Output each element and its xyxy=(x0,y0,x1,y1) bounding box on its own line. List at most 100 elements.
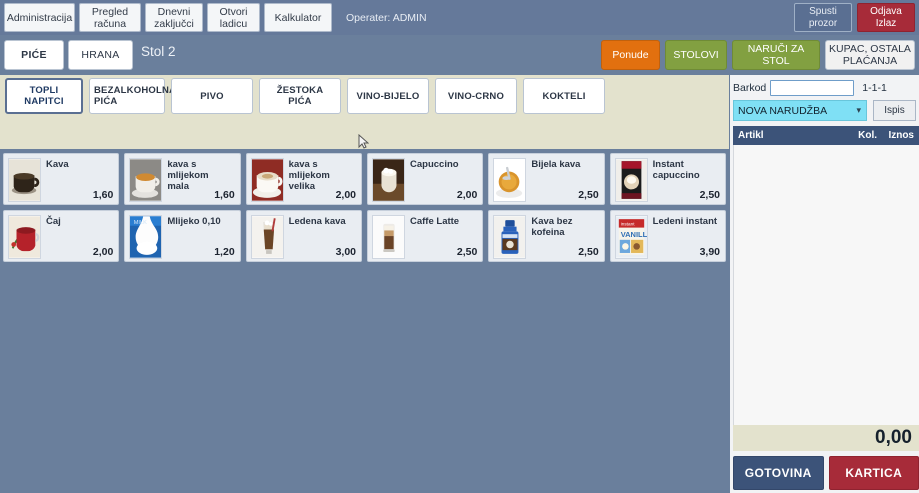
top-toolbar: Administracija Pregled računa Dnevni zak… xyxy=(0,0,919,35)
kupac-ostala-placanja-button[interactable]: KUPAC, OSTALA PLAĆANJA xyxy=(825,40,915,70)
product-tile[interactable]: instant VANILLA Ledeni instant 3,90 xyxy=(609,210,726,262)
product-tile[interactable]: Caffe Latte 2,50 xyxy=(367,210,484,262)
column-header-iznos: Iznos xyxy=(888,130,914,141)
product-price: 1,20 xyxy=(214,246,235,258)
odjava-izlaz-button[interactable]: Odjava Izlaz xyxy=(857,3,915,32)
order-selector-row: NOVA NARUDŽBA ▾ Ispis xyxy=(733,100,916,121)
secondary-toolbar-right-group: Ponude STOLOVI NARUČI ZA STOL KUPAC, OST… xyxy=(601,40,915,70)
product-name: Capuccino xyxy=(410,159,459,170)
tab-pice[interactable]: PIĆE xyxy=(4,40,64,70)
barcode-label: Barkod xyxy=(733,82,767,94)
current-table-label: Stol 2 xyxy=(141,44,176,59)
product-tile[interactable]: Ledena kava 3,00 xyxy=(245,210,362,262)
iced-coffee-icon xyxy=(250,215,284,259)
product-price: 3,00 xyxy=(335,246,356,258)
naruci-za-stol-button[interactable]: NARUČI ZA STOL xyxy=(732,40,820,70)
order-list-body[interactable] xyxy=(733,145,919,425)
payment-button-row: GOTOVINA KARTICA xyxy=(733,456,919,490)
product-name: Ledeni instant xyxy=(652,216,718,227)
product-name: Bijela kava xyxy=(531,159,581,170)
caffe-latte-glass-icon xyxy=(372,215,405,259)
tab-hrana[interactable]: HRANA xyxy=(68,40,133,70)
product-tile[interactable]: Kava bez kofeina 2,50 xyxy=(488,210,605,262)
order-list-header: Artikl Kol. Iznos xyxy=(733,126,919,145)
barcode-code-label: 1-1-1 xyxy=(862,82,887,94)
kartica-button[interactable]: KARTICA xyxy=(828,456,919,490)
product-name: Ledena kava xyxy=(288,216,346,227)
product-name: Kava xyxy=(46,159,69,170)
product-price: 2,00 xyxy=(456,189,478,201)
instant-cappuccino-sachet-icon xyxy=(614,158,648,202)
category-tab-topli-napitci[interactable]: TOPLI NAPITCI xyxy=(5,78,83,114)
product-name: Čaj xyxy=(46,216,61,227)
column-header-artikl: Artikl xyxy=(738,130,764,141)
pregled-racuna-button[interactable]: Pregled računa xyxy=(79,3,141,32)
subcategory-empty-band xyxy=(0,117,729,149)
white-coffee-icon xyxy=(493,158,527,202)
administracija-button[interactable]: Administracija xyxy=(4,3,75,32)
order-panel: Barkod 1-1-1 NOVA NARUDŽBA ▾ Ispis Artik… xyxy=(730,75,919,493)
product-price: 2,00 xyxy=(335,189,356,201)
svg-text:instant: instant xyxy=(620,222,635,227)
secondary-toolbar: PIĆE HRANA Stol 2 Ponude STOLOVI NARUČI … xyxy=(0,35,919,75)
product-grid-panel: Kava 1,60 kava s mlijekom mala 1,60 kava… xyxy=(0,149,729,493)
product-price: 2,50 xyxy=(578,189,599,201)
decaf-jar-icon xyxy=(493,215,527,259)
product-name: Mlijeko 0,10 xyxy=(167,216,221,227)
product-price: 1,60 xyxy=(214,189,235,201)
stolovi-button[interactable]: STOLOVI xyxy=(665,40,727,70)
category-tab-bezalkoholna-pica[interactable]: BEZALKOHOLNA PIĆA xyxy=(89,78,176,114)
product-price: 3,90 xyxy=(699,246,720,258)
product-name: kava s mlijekom mala xyxy=(167,159,209,192)
column-header-kol: Kol. xyxy=(858,130,877,141)
product-name: Caffe Latte xyxy=(410,216,460,227)
total-amount: 0,00 xyxy=(875,427,912,448)
ispis-button[interactable]: Ispis xyxy=(873,100,916,121)
product-price: 2,50 xyxy=(456,246,478,258)
product-tile[interactable]: kava s mlijekom mala 1,60 xyxy=(124,153,241,205)
product-tile[interactable]: Čaj 2,00 xyxy=(3,210,120,262)
product-tile[interactable]: kava s mlijekom velika 2,00 xyxy=(245,153,362,205)
top-toolbar-right-group: Spusti prozor Odjava Izlaz xyxy=(794,3,915,32)
product-price: 2,50 xyxy=(578,246,599,258)
product-tile[interactable]: Capuccino 2,00 xyxy=(367,153,484,205)
product-name: Instant capuccino xyxy=(652,159,700,181)
product-price: 2,00 xyxy=(92,246,114,258)
product-price: 1,60 xyxy=(92,189,114,201)
category-tab-pivo[interactable]: PIVO xyxy=(171,78,253,114)
category-tab-bar: TOPLI NAPITCI BEZALKOHOLNA PIĆA PIVO ŽES… xyxy=(0,75,729,117)
category-tab-vino-crno[interactable]: VINO-CRNO xyxy=(435,78,517,114)
coffee-milk-large-icon xyxy=(250,158,284,202)
kalkulator-button[interactable]: Kalkulator xyxy=(264,3,332,32)
product-tile[interactable]: MILK Mlijeko 0,10 1,20 xyxy=(124,210,241,262)
otvori-ladicu-button[interactable]: Otvori ladicu xyxy=(207,3,260,32)
order-select[interactable]: NOVA NARUDŽBA ▾ xyxy=(733,100,867,121)
product-name: kava s mlijekom velika xyxy=(288,159,330,192)
category-tab-vino-bijelo[interactable]: VINO-BIJELO xyxy=(347,78,429,114)
barcode-row: Barkod 1-1-1 xyxy=(733,78,916,98)
product-price: 2,50 xyxy=(699,189,720,201)
category-tab-kokteli[interactable]: KOKTELI xyxy=(523,78,605,114)
gotovina-button[interactable]: GOTOVINA xyxy=(733,456,824,490)
iced-instant-box-icon: instant VANILLA xyxy=(614,215,648,259)
operator-label: Operater: ADMIN xyxy=(346,11,427,24)
tea-glass-icon xyxy=(8,215,41,259)
category-tab-filler xyxy=(608,78,727,117)
dnevni-zakljucci-button[interactable]: Dnevni zaključci xyxy=(145,3,203,32)
category-tab-zestoka-pica[interactable]: ŽESTOKA PIĆA xyxy=(259,78,341,114)
svg-text:VANILLA: VANILLA xyxy=(620,230,646,239)
cappuccino-icon xyxy=(372,158,405,202)
product-name: Kava bez kofeina xyxy=(531,216,573,238)
product-tile[interactable]: Bijela kava 2,50 xyxy=(488,153,605,205)
svg-text:MILK: MILK xyxy=(134,220,147,226)
spusti-prozor-button[interactable]: Spusti prozor xyxy=(794,3,852,32)
barcode-input[interactable] xyxy=(770,80,855,96)
product-tile[interactable]: Kava 1,60 xyxy=(3,153,120,205)
coffee-milk-small-icon xyxy=(129,158,163,202)
chevron-down-icon: ▾ xyxy=(856,105,861,115)
ponude-button[interactable]: Ponude xyxy=(601,40,660,70)
coffee-cup-dark-icon xyxy=(8,158,41,202)
milk-pouring-icon: MILK xyxy=(129,215,163,259)
product-tile[interactable]: Instant capuccino 2,50 xyxy=(609,153,726,205)
